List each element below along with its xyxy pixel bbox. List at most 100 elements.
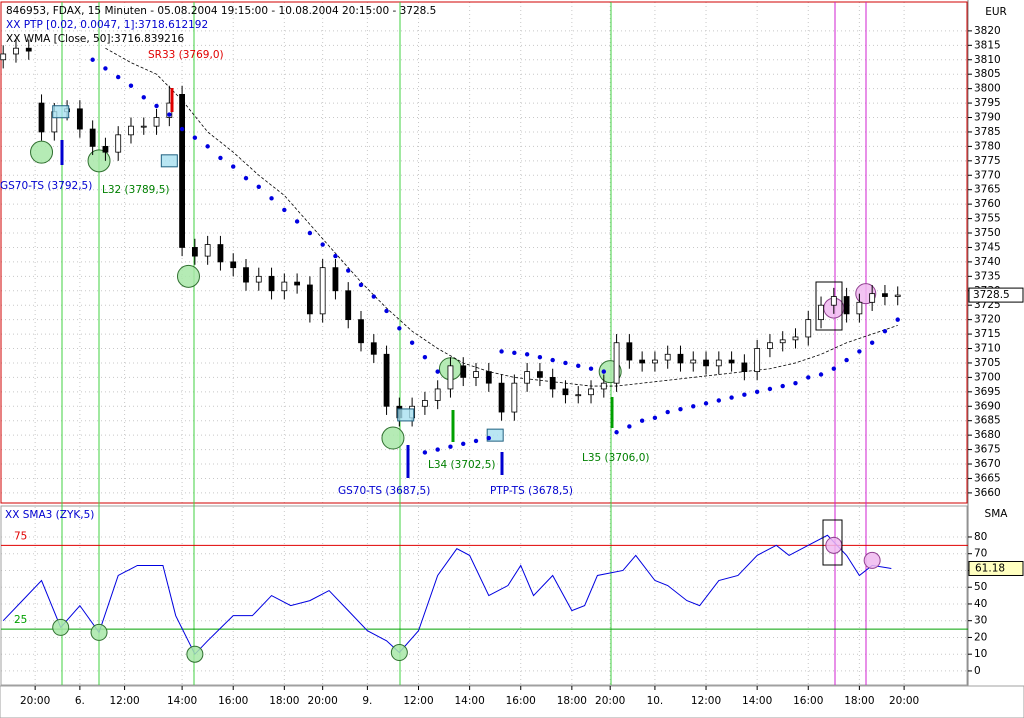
main-panel-frame: [0, 1, 968, 504]
ptp-dot: [205, 144, 210, 149]
axis-label: SMA: [985, 508, 1009, 520]
signal-circles: [52, 618, 70, 636]
indicator-label: XX WMA [Close, 50]:3716.839216: [6, 33, 185, 45]
candle-body: [128, 125, 134, 136]
candle-body: [485, 371, 492, 384]
ptp-dot: [524, 352, 530, 357]
candle-body: [843, 296, 850, 315]
y-tick-label: 3670: [974, 458, 1001, 470]
ptp-dot: [269, 196, 274, 201]
ptp-dot: [422, 354, 428, 360]
last-price-label: 3728.5: [973, 289, 1010, 301]
last-value-label: 61.18: [975, 562, 1005, 574]
ptp-dot: [486, 435, 491, 441]
y-tick-label: 3695: [974, 386, 1001, 398]
candle-body: [690, 359, 697, 364]
axis-label: EUR: [985, 6, 1007, 18]
ptp-dot: [256, 184, 261, 190]
x-tick-label: 18:00: [557, 695, 587, 707]
panel-title: XX SMA3 (ZYK,5): [5, 509, 94, 521]
ptp-dot: [397, 326, 402, 331]
candle-body: [511, 382, 518, 413]
candle-body: [447, 365, 454, 390]
ptp-dot: [678, 406, 683, 412]
y-tick-label: 3685: [974, 415, 1001, 427]
y-tick-label: 20: [974, 631, 987, 643]
candle-body: [741, 362, 748, 373]
y-tick-label: 10: [974, 648, 987, 660]
candle-body: [191, 247, 198, 257]
candle-body: [882, 293, 888, 297]
y-tick-label: 3765: [974, 184, 1001, 196]
ptp-dot: [231, 164, 236, 169]
candle-body: [281, 281, 288, 292]
x-tick-label: 16:00: [793, 695, 823, 707]
x-tick-label: 20:00: [308, 695, 338, 707]
candle-body: [894, 294, 901, 297]
annotation: GS70-TS (3687,5): [338, 485, 430, 497]
candle-body: [243, 267, 249, 283]
ptp-dot: [435, 369, 440, 374]
ptp-dot: [358, 282, 364, 288]
candle-body: [358, 319, 364, 344]
candle-body: [498, 382, 505, 413]
candle-body: [217, 244, 224, 263]
x-tick-label: 20:00: [20, 695, 50, 707]
ptp-dot: [537, 354, 543, 360]
x-tick-label: 9.: [362, 695, 372, 707]
y-tick-label: 3710: [974, 343, 1001, 355]
candle-body: [703, 359, 709, 367]
candle-body: [537, 371, 543, 378]
chart-title: 846953, FDAX, 15 Minuten - 05.08.2004 19…: [6, 5, 436, 17]
candle-body: [524, 371, 531, 384]
candle-body: [856, 301, 863, 315]
x-tick-label: 18:00: [844, 695, 874, 707]
x-tick-label: 20:00: [595, 695, 625, 707]
signal-circles: [390, 644, 408, 662]
signal-circles: [176, 264, 200, 288]
candle-body: [460, 365, 467, 378]
exit-circles: [825, 536, 843, 554]
annotation: SR33 (3769,0): [148, 49, 224, 61]
x-tick-label: 12:00: [691, 695, 721, 707]
candle-body: [626, 342, 633, 361]
ptp-dot: [806, 375, 811, 380]
ptp-dot: [665, 409, 670, 415]
ptp-dot: [869, 340, 875, 345]
ptp-dot: [371, 294, 376, 299]
candle-body: [728, 359, 735, 364]
annotation: L32 (3789,5): [102, 184, 169, 196]
x-tick-label: 16:00: [218, 695, 248, 707]
candle-body: [562, 388, 569, 396]
ptp-dot: [90, 57, 95, 62]
candle-body: [792, 336, 799, 341]
candle-body: [715, 359, 722, 367]
candle-body: [869, 293, 876, 303]
y-tick-label: 3760: [974, 198, 1001, 210]
ptp-dot: [384, 308, 389, 314]
ptp-dot: [576, 363, 581, 369]
candle-body: [767, 342, 773, 349]
candle-body: [805, 319, 812, 338]
y-tick-label: 70: [974, 548, 987, 560]
x-tick-label: 18:00: [269, 695, 299, 707]
y-tick-label: 3660: [974, 487, 1001, 499]
ptp-dot: [639, 418, 645, 423]
candle-body: [754, 348, 761, 373]
candle-body: [473, 371, 479, 378]
marks-layer: [0, 39, 968, 663]
signal-box: [160, 154, 178, 168]
y-tick-label: 3680: [974, 429, 1001, 441]
candle-body: [588, 388, 594, 396]
ptp-dot: [461, 441, 466, 447]
y-tick-label: 3795: [974, 97, 1001, 109]
grid-layer: [1, 2, 967, 685]
candle-body: [613, 342, 620, 384]
y-tick-label: 0: [974, 665, 981, 677]
threshold-label: 25: [14, 614, 27, 626]
ptp-dot: [818, 372, 824, 377]
y-tick-label: 40: [974, 598, 987, 610]
x-tick-label: 14:00: [167, 695, 197, 707]
y-tick-label: 3785: [974, 126, 1001, 138]
